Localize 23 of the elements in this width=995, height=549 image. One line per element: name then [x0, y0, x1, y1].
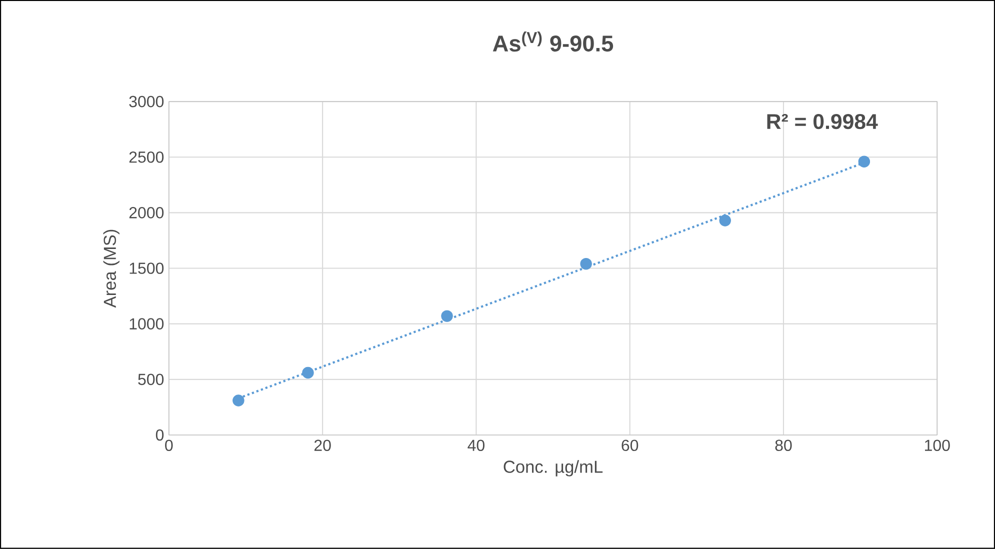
y-tick-label: 1500 [130, 262, 164, 274]
point [441, 310, 453, 322]
x-tick-label: 60 [622, 440, 638, 452]
y-tick-label: 2000 [129, 207, 164, 218]
x-tick-label: 0 [165, 440, 173, 452]
point [232, 394, 244, 406]
point [580, 258, 592, 270]
y-tick-label: 0 [156, 429, 164, 441]
x-axis-title: Conc. µg/mL [504, 460, 603, 476]
x-tick-label: 20 [314, 440, 331, 452]
y-tick-label: 500 [138, 374, 164, 386]
point [858, 156, 870, 168]
x-tick-label: 100 [924, 440, 950, 452]
annotation: R² = 0.9984 [767, 114, 878, 130]
chart-title: As$^{(V)}$ 9-90.5 [492, 32, 614, 52]
y-axis-title: Area (MS) [103, 230, 120, 308]
x-tick-label: 40 [468, 440, 484, 452]
point [719, 214, 731, 226]
y-tick-label: 2500 [129, 152, 164, 163]
y-tick-label: 3000 [129, 96, 164, 108]
point [302, 366, 314, 379]
y-tick-label: 1000 [130, 318, 164, 330]
x-tick-label: 80 [775, 440, 792, 452]
